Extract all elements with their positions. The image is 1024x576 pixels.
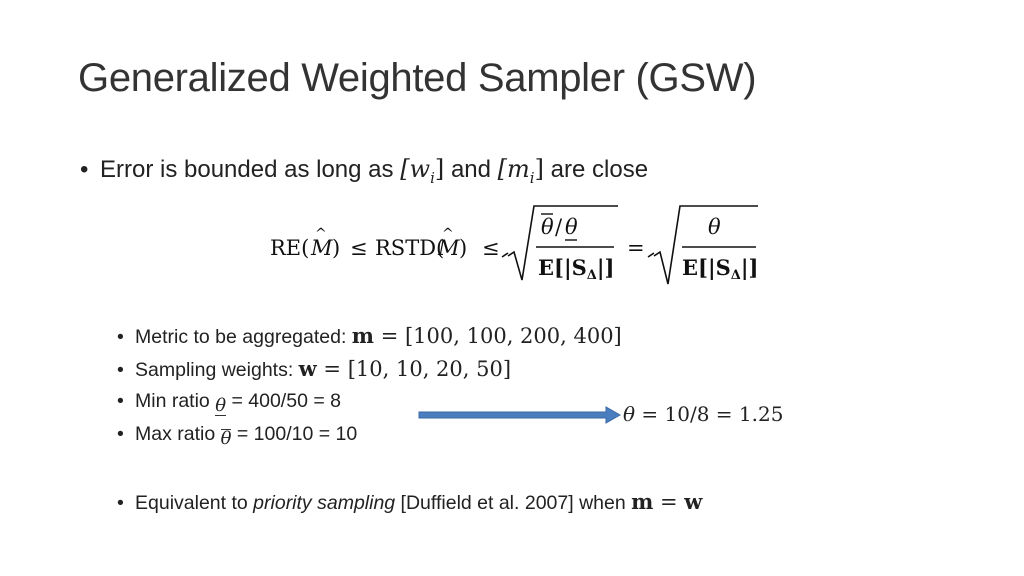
formula-den-2: E[|SΔ|] [682,255,758,283]
formula-eq: = [627,236,645,260]
theta-result-symbol: θ [623,402,636,426]
sub-bullet-label: Sampling weights: [135,359,299,381]
bullet-dot-icon: • [117,492,124,514]
formula-m-hat-1: M [310,236,333,260]
formula-den-1: E[|SΔ|] [538,255,614,283]
slide-title: Generalized Weighted Sampler (GSW) [78,56,757,100]
theta-result: θ = 10/8 = 1.25 [623,402,783,426]
bullet-dot-icon: • [117,390,124,412]
metric-value: [100, 100, 200, 400] [404,324,622,348]
bullet-dot-icon: • [80,156,89,183]
priority-sampling-emph: priority sampling [253,492,396,514]
weights-value: [10, 10, 20, 50] [347,357,512,381]
sub-bullet-metric: • Metric to be aggregated: m = [100, 100,… [117,323,622,348]
formula-hat-2: ^ [442,226,454,242]
formula-hat-1: ^ [315,226,327,242]
error-bound-formula: RE( M ^ ) ≤ RSTD( M ^ ) ≤ θ / θ E[|SΔ|] … [270,205,758,285]
weights-var: w [298,356,317,381]
main-bullet-text-before: Error is bounded as long as [100,156,401,183]
rhs-var: w [684,489,703,514]
min-ratio-value: = 400/50 = 8 [226,390,341,412]
lhs-var: m [631,489,654,514]
theta-min-symbol: θ [215,395,227,416]
formula-leq-2: ≤ [482,236,500,260]
formula-re: RE( [270,236,309,260]
formula-theta-under: θ [565,215,578,239]
theta-result-expr: = 10/8 = 1.25 [635,402,784,426]
formula-theta: θ [708,215,721,239]
bullet-dot-icon: • [117,423,124,445]
sub-bullet-label: Max ratio [135,423,221,445]
sqrt-sign-1 [507,205,618,281]
main-bullet-and: and [444,156,498,183]
sub-bullet-min-ratio: • Min ratio θ = 400/50 = 8 [117,390,341,416]
sub-bullet-weights: • Sampling weights: w = [10, 10, 20, 50] [117,356,512,381]
max-ratio-value: = 100/10 = 10 [231,423,358,445]
sub-bullet-label: Metric to be aggregated: [135,326,352,348]
sub-bullet-priority-sampling: • Equivalent to priority sampling [Duffie… [117,489,703,514]
mi-bracket: [mi] [497,155,544,187]
metric-var: m [351,323,375,348]
sub-bullet-max-ratio: • Max ratio θ = 100/10 = 10 [117,423,357,448]
formula-leq-1: ≤ [350,236,368,260]
formula-close-2: ) [459,236,467,260]
formula-slash: / [555,215,563,239]
arrow-right-icon [418,406,622,424]
main-bullet: • Error is bounded as long as [wi] and [m… [80,155,648,187]
formula-m-hat-2: M [437,236,460,260]
formula-rstd: RSTD( [375,236,444,260]
bullet-dot-icon: • [117,326,124,348]
theta-max-symbol: θ [220,428,232,449]
wi-bracket: [wi] [400,155,445,187]
bullet-dot-icon: • [117,359,124,381]
sub-bullet-label: Min ratio [135,390,216,412]
formula-theta-bar: θ [541,215,554,239]
citation-text: [Duffield et al. 2007] when [395,492,632,514]
sqrt-sign-2 [653,205,758,285]
equivalent-text: Equivalent to [135,492,254,514]
formula-close-1: ) [332,236,340,260]
main-bullet-text-after: are close [543,156,649,183]
